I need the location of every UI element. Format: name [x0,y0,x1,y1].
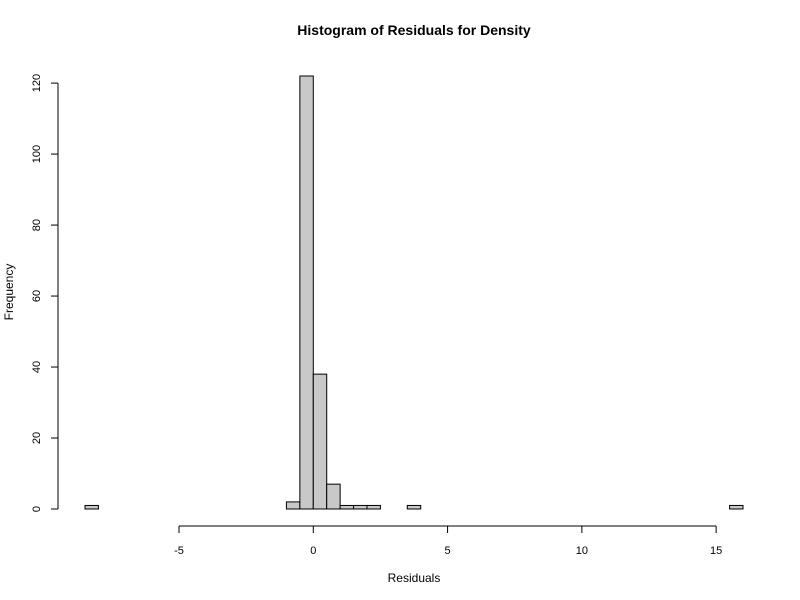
histogram-bar [353,504,368,510]
histogram-bar [406,504,422,510]
x-tick-label: 15 [710,545,722,557]
x-tick-label: 5 [445,545,451,557]
x-axis: -5 0 5 10 15 [174,525,722,557]
x-tick-label: -5 [174,545,184,557]
y-tick-label: 100 [31,145,43,163]
histogram-bar [299,75,314,510]
histogram-bar [84,504,99,510]
bars-group [84,75,744,510]
histogram-bar [312,373,328,510]
y-tick-label: 40 [31,361,43,373]
histogram-bar [285,501,301,510]
y-tick-label: 0 [31,506,43,512]
histogram-bar [326,483,341,510]
histogram-bar [339,504,355,510]
y-axis: 0 20 40 60 80 100 120 [31,74,59,512]
y-tick-label: 120 [31,74,43,92]
histogram-bar [366,504,381,510]
y-tick-label: 80 [31,219,43,231]
x-tick-label: 10 [576,545,588,557]
y-tick-label: 60 [31,290,43,302]
x-axis-label: Residuals [388,571,441,585]
x-tick-label: 0 [310,545,316,557]
histogram-bar [729,504,744,510]
chart-title: Histogram of Residuals for Density [297,22,531,38]
y-axis-label: Frequency [2,264,16,321]
y-tick-label: 20 [31,432,43,444]
